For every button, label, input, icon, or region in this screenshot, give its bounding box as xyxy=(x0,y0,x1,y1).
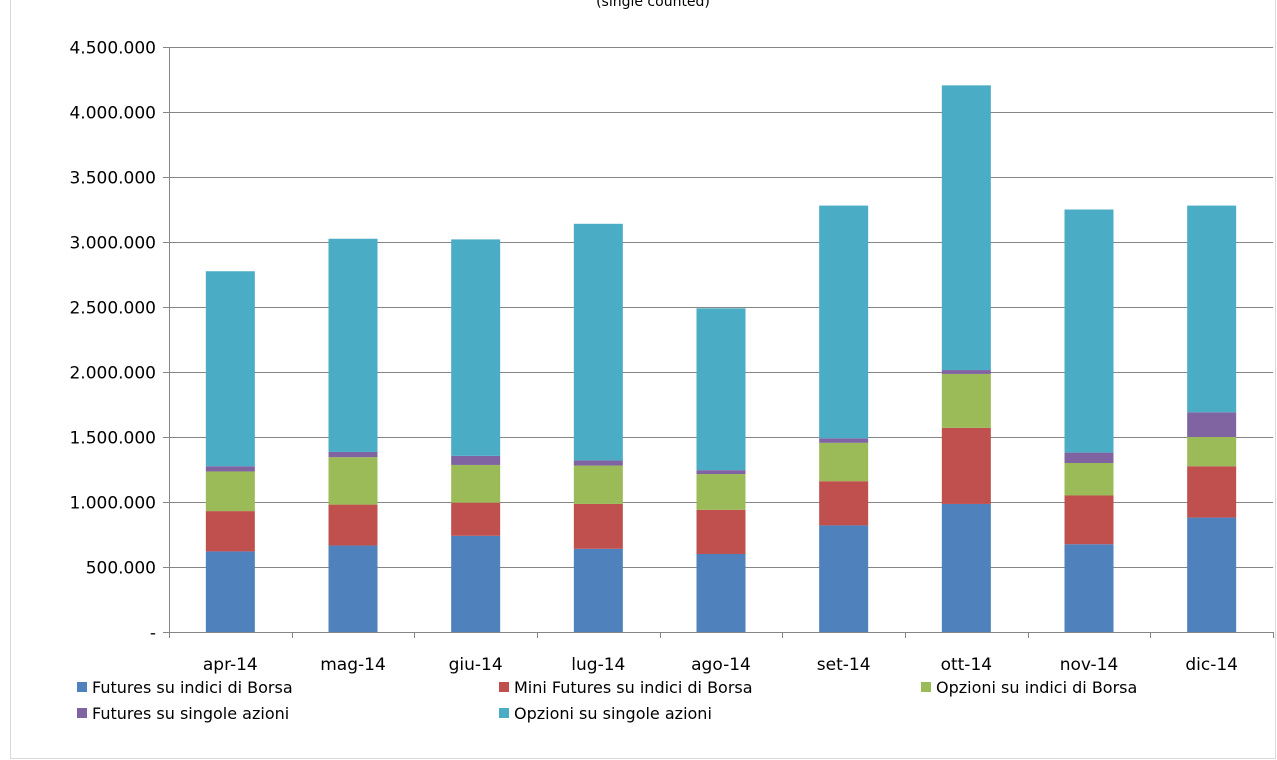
bar-segment xyxy=(573,503,623,549)
bar-segment xyxy=(1064,495,1114,545)
y-tick-label: 1.000.000 xyxy=(69,494,156,514)
stacked-bar-chart: (single counted) - 500.000 1.000.000 1.500.… xyxy=(69,0,1274,723)
bar-segment xyxy=(1187,205,1237,413)
legend: Futures su indici di Borsa Mini Futures s… xyxy=(77,678,1137,723)
bar-segment xyxy=(205,511,255,552)
bar-segment xyxy=(205,551,255,632)
bar-segment xyxy=(573,465,623,504)
bar-segment xyxy=(1064,452,1114,463)
bar-segment xyxy=(451,239,501,456)
chart-frame: (single counted) - 500.000 1.000.000 1.500.… xyxy=(10,0,1276,759)
bar-segment xyxy=(328,238,378,452)
bar-segment xyxy=(941,503,991,632)
legend-swatch xyxy=(77,682,87,692)
bar-segment xyxy=(819,205,869,439)
bar-segment xyxy=(328,457,378,505)
legend-swatch xyxy=(77,708,87,718)
x-category-label: ott-14 xyxy=(941,655,993,675)
legend-swatch xyxy=(921,682,931,692)
bar-segment xyxy=(941,85,991,371)
bar-segment xyxy=(1187,517,1237,632)
bar-segment xyxy=(328,451,378,458)
bar-segment xyxy=(941,373,991,428)
bar-segment xyxy=(941,427,991,504)
legend-label: Mini Futures su indici di Borsa xyxy=(514,678,753,697)
x-category-label: giu-14 xyxy=(449,655,503,675)
bar-segment xyxy=(696,308,746,471)
x-category-label: lug-14 xyxy=(571,655,625,675)
bar-segment xyxy=(328,545,378,632)
bar-segment xyxy=(573,460,623,466)
bar-segment xyxy=(696,554,746,632)
bar-segment xyxy=(328,504,378,546)
x-category-label: apr-14 xyxy=(203,655,258,675)
bars-layer xyxy=(205,85,1237,632)
bar-segment xyxy=(573,548,623,632)
chart-subtitle: (single counted) xyxy=(596,0,710,10)
bar-segment xyxy=(1064,463,1114,496)
y-tick-label: - xyxy=(150,624,156,644)
legend-label: Futures su singole azioni xyxy=(92,704,289,723)
bar-segment xyxy=(205,466,255,472)
y-tick-label: 1.500.000 xyxy=(69,429,156,449)
legend-swatch xyxy=(499,708,509,718)
axis-layer: - 500.000 1.000.000 1.500.000 2.000.000 2.500… xyxy=(69,39,1274,675)
bar-segment xyxy=(1187,412,1237,437)
y-tick-label: 500.000 xyxy=(86,559,156,579)
y-tick-label: 3.000.000 xyxy=(69,234,156,254)
bar-segment xyxy=(819,525,869,632)
y-tick-label: 3.500.000 xyxy=(69,169,156,189)
bar-segment xyxy=(451,455,501,465)
legend-label: Futures su indici di Borsa xyxy=(92,678,293,697)
x-category-label: dic-14 xyxy=(1185,655,1238,675)
bar-segment xyxy=(451,535,501,632)
bar-segment xyxy=(1064,544,1114,632)
bar-segment xyxy=(451,464,501,503)
bar-segment xyxy=(573,223,623,461)
x-category-label: nov-14 xyxy=(1060,655,1119,675)
bar-segment xyxy=(696,509,746,554)
y-tick-label: 4.500.000 xyxy=(69,39,156,59)
bar-segment xyxy=(451,502,501,536)
bar-segment xyxy=(819,481,869,526)
bar-segment xyxy=(941,370,991,374)
legend-label: Opzioni su indici di Borsa xyxy=(936,678,1137,697)
y-tick-label: 4.000.000 xyxy=(69,104,156,124)
x-category-label: ago-14 xyxy=(691,655,751,675)
bar-segment xyxy=(696,474,746,510)
bar-segment xyxy=(205,271,255,467)
bar-segment xyxy=(205,471,255,512)
bar-segment xyxy=(1187,437,1237,467)
x-category-label: set-14 xyxy=(817,655,871,675)
bar-segment xyxy=(696,470,746,475)
legend-label: Opzioni su singole azioni xyxy=(514,704,712,723)
bar-segment xyxy=(1064,209,1114,453)
bar-segment xyxy=(819,438,869,443)
bar-segment xyxy=(1187,466,1237,518)
y-tick-label: 2.500.000 xyxy=(69,299,156,319)
legend-swatch xyxy=(499,682,509,692)
bar-segment xyxy=(819,442,869,482)
x-category-label: mag-14 xyxy=(320,655,386,675)
y-tick-label: 2.000.000 xyxy=(69,364,156,384)
